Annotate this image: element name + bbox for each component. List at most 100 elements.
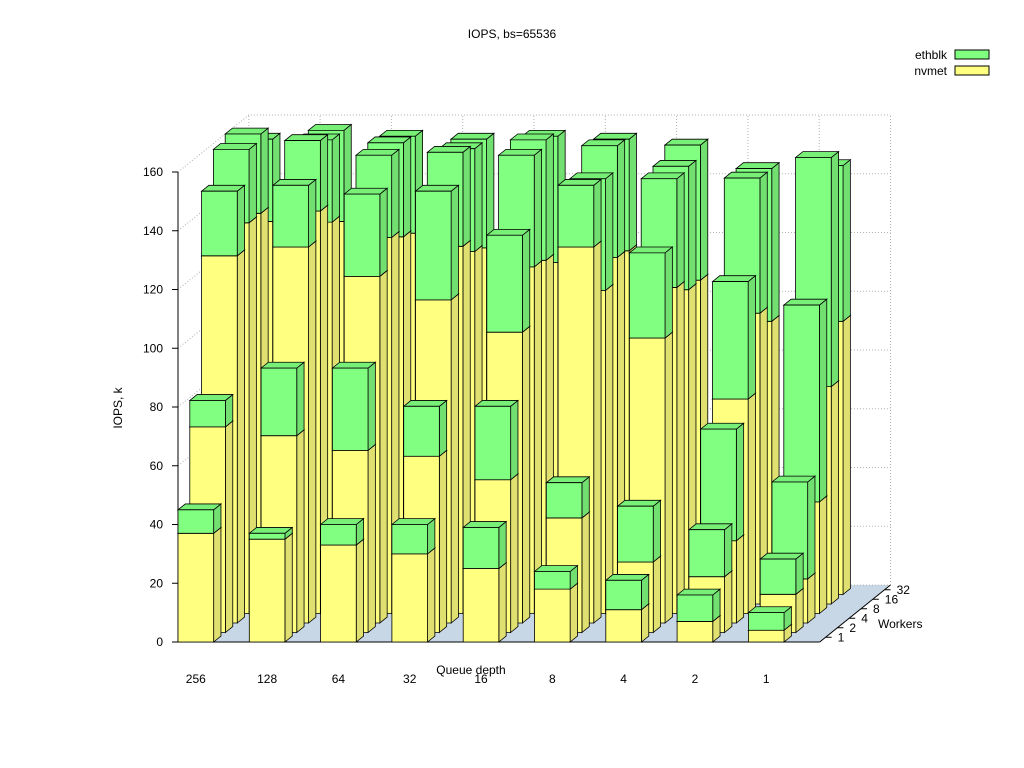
bar-top bbox=[271, 179, 318, 186]
bar-top bbox=[402, 400, 448, 407]
bar-top bbox=[734, 162, 781, 169]
bar-ethblk bbox=[699, 422, 745, 542]
bar-front bbox=[391, 524, 428, 555]
bar-side bbox=[628, 132, 637, 252]
bar-top bbox=[592, 132, 638, 140]
bar-front bbox=[260, 367, 298, 437]
bar-top bbox=[782, 298, 828, 306]
bar-side bbox=[676, 172, 685, 289]
bar-top bbox=[545, 476, 591, 484]
bar-front bbox=[605, 579, 642, 611]
bar-side bbox=[533, 260, 542, 615]
bar-side bbox=[391, 148, 400, 239]
bar-side bbox=[450, 184, 459, 301]
legend: ethblk nvmet bbox=[914, 48, 990, 78]
bar-side bbox=[427, 547, 436, 643]
bar-top bbox=[699, 422, 745, 430]
bar-side bbox=[462, 145, 471, 248]
gridline-160 bbox=[177, 114, 891, 173]
bar-side bbox=[510, 399, 519, 481]
bar-front bbox=[248, 538, 286, 643]
bar-ethblk bbox=[533, 564, 579, 590]
bar-front bbox=[474, 405, 512, 481]
bar-side bbox=[379, 187, 388, 278]
bar-front bbox=[201, 190, 238, 257]
bar-side bbox=[403, 136, 412, 238]
bar-top bbox=[462, 521, 508, 528]
bar-side bbox=[593, 240, 602, 624]
bar-nvmet bbox=[176, 526, 223, 643]
bar-front bbox=[534, 588, 571, 643]
bar-top bbox=[640, 172, 686, 180]
y-axis-label: IOPS, k bbox=[111, 386, 125, 428]
y-tick-label: 100 bbox=[143, 341, 163, 355]
bar-top bbox=[770, 475, 817, 483]
bar-side bbox=[236, 184, 245, 257]
bar-front bbox=[676, 594, 714, 622]
bar-front bbox=[748, 629, 785, 643]
bar-top bbox=[449, 132, 496, 140]
bar-top bbox=[497, 148, 543, 156]
bar-side bbox=[664, 246, 673, 339]
bar-top bbox=[259, 361, 306, 369]
y-tick-label: 20 bbox=[150, 576, 164, 590]
bar-top bbox=[378, 129, 424, 137]
bar-side bbox=[522, 325, 531, 624]
bar-top bbox=[604, 574, 650, 581]
bar-side bbox=[807, 475, 816, 580]
bar-ethblk bbox=[343, 187, 389, 278]
bar-top bbox=[675, 588, 722, 596]
bar-top bbox=[176, 503, 223, 511]
bar-top bbox=[188, 394, 234, 401]
bar-side bbox=[308, 178, 317, 248]
bar-top bbox=[794, 151, 840, 158]
bar-side bbox=[213, 526, 222, 643]
bar-top bbox=[319, 518, 365, 525]
bar-ethblk bbox=[628, 246, 674, 339]
bar-side bbox=[676, 280, 685, 615]
bar-top bbox=[509, 133, 555, 141]
bar-front bbox=[343, 193, 381, 277]
bar-front bbox=[545, 482, 583, 519]
x-tick-label: 16 bbox=[474, 672, 488, 686]
bar-top bbox=[759, 552, 805, 560]
x-tick-label: 2 bbox=[692, 672, 699, 686]
bar-front bbox=[629, 252, 666, 339]
bar-nvmet bbox=[248, 532, 294, 643]
bar-top bbox=[485, 228, 531, 236]
bar-side bbox=[355, 538, 364, 643]
z-tick-label: 32 bbox=[897, 583, 911, 597]
bar-ethblk bbox=[331, 361, 377, 452]
bar-top bbox=[556, 179, 603, 186]
bar-side bbox=[842, 158, 851, 323]
bar-front bbox=[331, 367, 369, 451]
bar-ethblk bbox=[782, 298, 828, 503]
bar-ethblk bbox=[687, 522, 734, 578]
y-tick-label: 0 bbox=[156, 635, 163, 649]
bar-top bbox=[533, 565, 579, 572]
bar-side bbox=[641, 602, 650, 643]
bar-top bbox=[390, 518, 437, 525]
bar-top bbox=[414, 184, 460, 192]
y-tick-label: 140 bbox=[143, 224, 163, 238]
bar-side bbox=[747, 392, 756, 615]
z-axis-label: Workers bbox=[878, 617, 922, 631]
bar-top bbox=[200, 184, 246, 192]
bar-side bbox=[581, 475, 590, 519]
y-tick-label: 160 bbox=[143, 165, 163, 179]
x-tick-label: 1 bbox=[763, 672, 770, 686]
bar-side bbox=[581, 511, 590, 634]
bar-nvmet bbox=[390, 547, 437, 643]
bar-side bbox=[819, 495, 828, 615]
bar-side bbox=[474, 141, 483, 253]
bar-side bbox=[830, 379, 839, 605]
z-tick-label: 4 bbox=[861, 611, 868, 625]
bar-side bbox=[308, 240, 317, 624]
bar-side bbox=[296, 361, 305, 437]
bar-top bbox=[723, 171, 769, 179]
bar-ethblk bbox=[711, 274, 757, 400]
bar-ethblk bbox=[248, 526, 294, 541]
bar-side bbox=[605, 172, 614, 292]
bar-front bbox=[177, 509, 215, 534]
bar-top bbox=[651, 160, 698, 167]
